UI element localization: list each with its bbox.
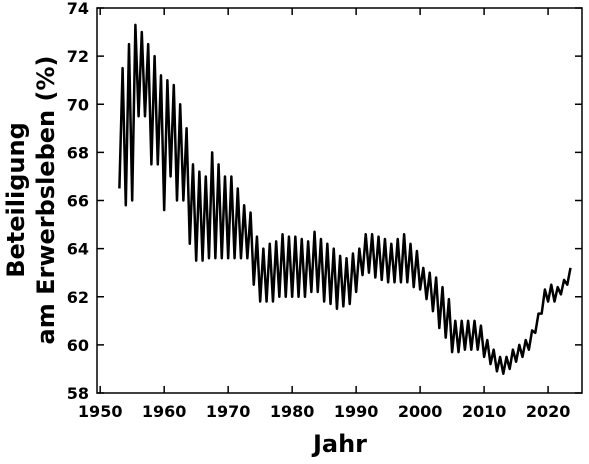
y-axis-label: am Erwerbsleben (%) xyxy=(32,56,60,345)
y-tick-label: 68 xyxy=(67,143,89,162)
y-tick-label: 60 xyxy=(67,336,89,355)
y-tick-label: 58 xyxy=(67,384,89,403)
y-tick-label: 66 xyxy=(67,192,89,211)
x-tick-label: 1960 xyxy=(142,402,187,421)
x-tick-label: 1950 xyxy=(78,402,123,421)
x-tick-label: 2010 xyxy=(462,402,507,421)
x-axis-label: Jahr xyxy=(311,430,367,458)
x-tick-label: 1970 xyxy=(206,402,251,421)
x-tick-label: 1990 xyxy=(334,402,379,421)
y-tick-label: 70 xyxy=(67,95,89,114)
x-tick-label: 2020 xyxy=(526,402,571,421)
y-tick-label: 62 xyxy=(67,288,89,307)
data-line xyxy=(118,23,572,375)
y-tick-label: 64 xyxy=(67,240,89,259)
plot-frame xyxy=(96,7,583,394)
x-tick-label: 1980 xyxy=(270,402,315,421)
x-tick-label: 2000 xyxy=(398,402,443,421)
y-tick-label: 74 xyxy=(67,0,89,18)
y-tick-label: 72 xyxy=(67,47,89,66)
y-axis-label: Beteiligung xyxy=(2,122,30,278)
